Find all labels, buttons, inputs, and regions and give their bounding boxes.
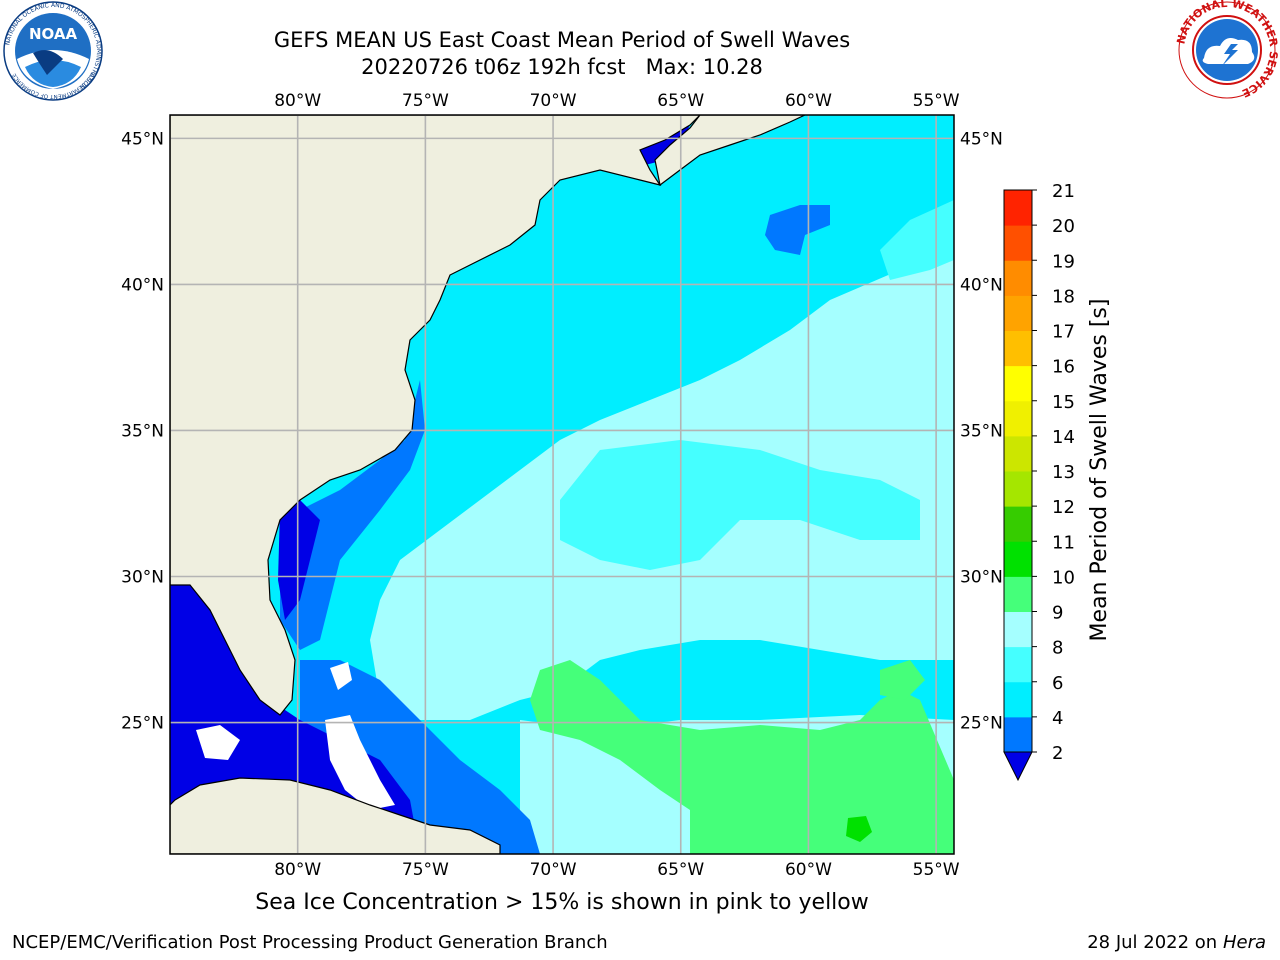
colorbar-tick-label: 9 bbox=[1052, 603, 1063, 624]
colorbar-segment bbox=[1004, 225, 1032, 261]
land-maritimes bbox=[654, 115, 806, 187]
colorbar-tick-label: 19 bbox=[1052, 251, 1075, 272]
field-4-6-shelf bbox=[280, 380, 425, 650]
lon-label-bottom: 80°W bbox=[274, 860, 321, 880]
lon-label-top: 60°W bbox=[785, 91, 832, 111]
colorbar-segment bbox=[1004, 681, 1032, 718]
lon-label-top: 75°W bbox=[402, 91, 449, 111]
colorbar-segment bbox=[1004, 190, 1032, 226]
field-10-11 bbox=[846, 816, 872, 842]
colorbar-tick-label: 13 bbox=[1052, 462, 1075, 483]
lat-label-left: 40°N bbox=[121, 275, 164, 295]
colorbar-tick-label: 8 bbox=[1052, 638, 1063, 659]
field-2-4-georgia bbox=[278, 500, 320, 620]
field-6-8-pocket bbox=[560, 440, 920, 570]
lon-label-top: 65°W bbox=[657, 91, 704, 111]
missing-gulf bbox=[196, 725, 240, 760]
colorbar-label: Mean Period of Swell Waves [s] bbox=[1087, 299, 1112, 642]
colorbar-tick-label: 21 bbox=[1052, 181, 1075, 202]
lat-label-right: 45°N bbox=[960, 129, 1003, 149]
colorbar-segment bbox=[1004, 435, 1032, 472]
colorbar-tick-label: 2 bbox=[1052, 743, 1063, 764]
land-cuba bbox=[170, 777, 501, 854]
missing-bahamas bbox=[325, 715, 395, 810]
chart-subtitle: 20220726 t06z 192h fcst Max: 10.28 bbox=[361, 55, 763, 79]
footer-organization: NCEP/EMC/Verification Post Processing Pr… bbox=[12, 932, 608, 953]
lon-label-top: 70°W bbox=[530, 91, 577, 111]
noaa-logo-text: NOAA bbox=[29, 25, 78, 43]
colorbar-tick-label: 12 bbox=[1052, 497, 1075, 518]
colorbar-tick-label: 4 bbox=[1052, 708, 1063, 729]
field-2-4-fundy bbox=[630, 125, 690, 165]
colorbar-tick-label: 14 bbox=[1052, 427, 1075, 448]
colorbar-tick-label: 18 bbox=[1052, 286, 1075, 307]
colorbar-tick-label: 16 bbox=[1052, 357, 1075, 378]
colorbar-segment bbox=[1004, 716, 1032, 753]
field-9-10 bbox=[530, 660, 954, 854]
colorbar: 2 4 6 8 9 10 11 12 13 14 15 16 17 18 19 20 21 bbox=[1003, 181, 1075, 782]
colorbar-segment bbox=[1004, 471, 1032, 507]
field-9-10-patch bbox=[880, 660, 925, 700]
lon-label-bottom: 65°W bbox=[657, 860, 704, 880]
lat-label-right: 35°N bbox=[960, 421, 1003, 441]
colorbar-segment bbox=[1004, 400, 1032, 437]
lat-label-right: 30°N bbox=[960, 568, 1003, 588]
field-4-6-gulfmaine bbox=[765, 205, 830, 255]
missing-bahamas-2 bbox=[330, 662, 352, 690]
lon-label-top: 80°W bbox=[274, 91, 321, 111]
colorbar-tick-label: 20 bbox=[1052, 216, 1075, 237]
nws-logo: NATIONAL WEATHER SERVICE bbox=[1174, 0, 1280, 100]
colorbar-segment bbox=[1004, 295, 1032, 331]
colorbar-segment bbox=[1004, 611, 1032, 648]
colorbar-segment bbox=[1004, 576, 1032, 612]
map-frame bbox=[169, 114, 955, 855]
lat-label-left: 25°N bbox=[121, 714, 164, 734]
chart-title: GEFS MEAN US East Coast Mean Period of S… bbox=[273, 28, 851, 52]
colorbar-extend-triangle bbox=[1003, 751, 1033, 782]
lat-label-left: 30°N bbox=[121, 568, 164, 588]
sea-ice-caption: Sea Ice Concentration > 15% is shown in … bbox=[255, 890, 869, 915]
lon-label-bottom: 60°W bbox=[785, 860, 832, 880]
colorbar-segment bbox=[1004, 646, 1032, 683]
colorbar-tick-label: 6 bbox=[1052, 673, 1063, 694]
graticule bbox=[170, 115, 954, 854]
colorbar-segment bbox=[1004, 506, 1032, 542]
colorbar-tick-label: 10 bbox=[1052, 567, 1075, 588]
land-us bbox=[170, 115, 701, 716]
colorbar-segment bbox=[1004, 260, 1032, 296]
lon-label-bottom: 75°W bbox=[402, 860, 449, 880]
lat-label-right: 25°N bbox=[960, 714, 1003, 734]
lon-label-top: 55°W bbox=[913, 91, 960, 111]
lat-label-left: 45°N bbox=[121, 129, 164, 149]
footer-host: Hera bbox=[1222, 932, 1266, 953]
noaa-logo: NOAA NATIONAL OCEANIC AND ATMOSPHERIC AD… bbox=[3, 1, 103, 101]
footer-date: 28 Jul 2022 on Hera bbox=[1087, 932, 1266, 953]
colorbar-tick-label: 11 bbox=[1052, 532, 1075, 553]
lat-label-left: 35°N bbox=[121, 421, 164, 441]
colorbar-tick-label: 17 bbox=[1052, 322, 1075, 343]
colorbar-tick-label: 15 bbox=[1052, 392, 1075, 413]
lat-label-right: 40°N bbox=[960, 275, 1003, 295]
lon-label-bottom: 55°W bbox=[913, 860, 960, 880]
colorbar-segment bbox=[1004, 541, 1032, 577]
lon-label-bottom: 70°W bbox=[530, 860, 577, 880]
colorbar-segment bbox=[1004, 330, 1032, 367]
colorbar-segment bbox=[1004, 365, 1032, 402]
